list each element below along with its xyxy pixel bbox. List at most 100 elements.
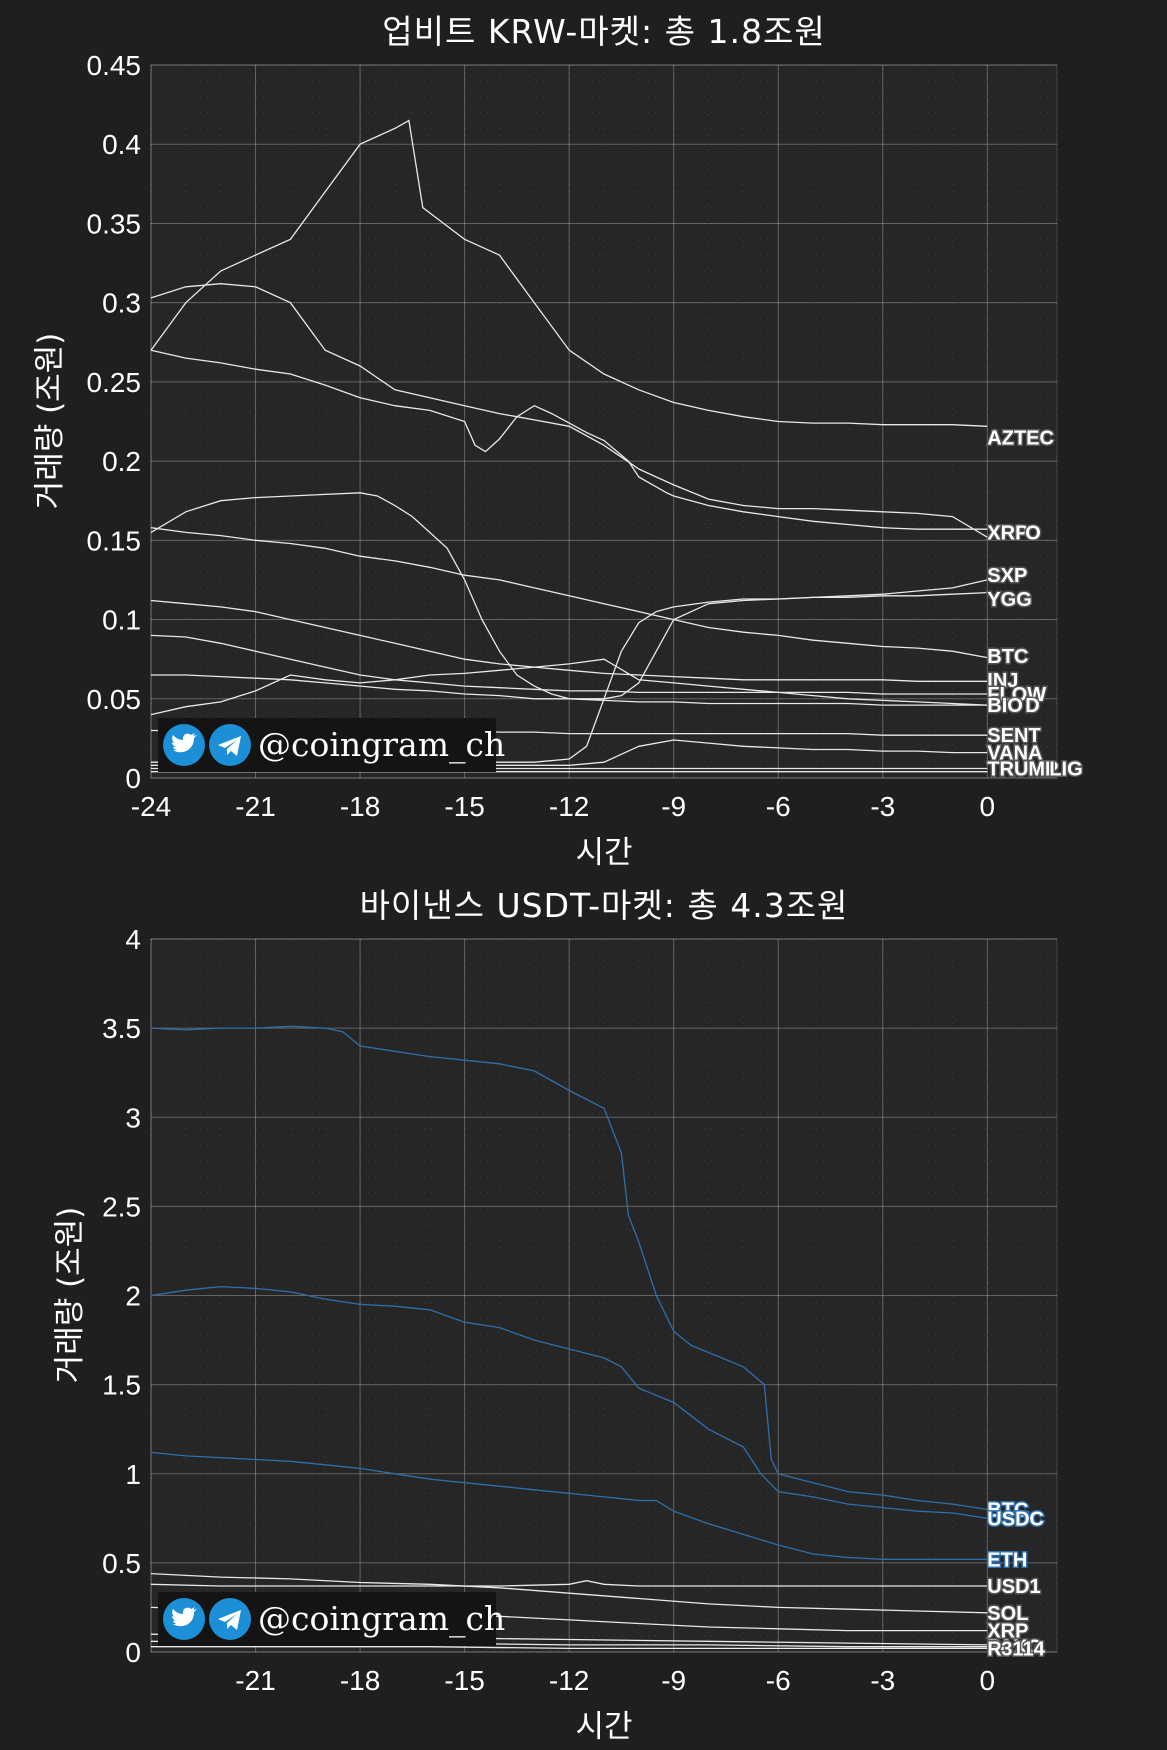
- y-tick-label: 0.1: [102, 605, 141, 636]
- series-label-btc: BTC: [987, 1499, 1028, 1521]
- telegram-icon: [209, 1598, 251, 1640]
- x-tick-label: -6: [766, 791, 791, 822]
- binance-series-lines: [150, 1025, 988, 1650]
- watermark-handle: @coingram_ch: [258, 1599, 505, 1639]
- y-tick-label: 0.5: [102, 1548, 141, 1579]
- upbit-y-tick-labels: 0 0.05 0.1 0.15 0.2 0.25 0.3 0.35 0.4 0.45: [87, 50, 142, 794]
- y-tick-label: 0.45: [87, 50, 142, 81]
- series-line-usdc: [150, 1285, 988, 1519]
- series-line-bio: [151, 674, 988, 706]
- binance-grid: [150, 938, 1058, 1653]
- series-label-inj: INJ: [987, 670, 1018, 692]
- y-tick-label: 0: [125, 1637, 141, 1668]
- y-tick-label: 4: [125, 924, 141, 955]
- y-tick-label: 0.15: [87, 525, 142, 556]
- series-label-xrp: XRP: [987, 1621, 1028, 1643]
- series-line-sol: [150, 1572, 988, 1614]
- y-tick-label: 3.5: [102, 1013, 141, 1044]
- x-tick-label: -12: [549, 1665, 589, 1696]
- x-tick-label: -12: [549, 791, 589, 822]
- x-tick-label: -15: [444, 1665, 484, 1696]
- x-tick-label: -9: [661, 1665, 686, 1696]
- binance-y-axis-label: 거래량 (조원): [52, 1207, 88, 1384]
- series-line-aztec: [150, 119, 988, 427]
- x-tick-label: -3: [870, 791, 895, 822]
- series-line-flow: [150, 634, 988, 695]
- binance-x-tick-labels: -21 -18 -15 -12 -9 -6 -3 0: [235, 1665, 995, 1696]
- upbit-x-axis-label: 시간: [575, 835, 632, 871]
- series-label-btc: BTC: [987, 646, 1028, 668]
- twitter-icon: [163, 724, 205, 766]
- series-label-ygg: YGG: [987, 589, 1031, 611]
- upbit-chart-title: 업비트 KRW-마켓: 총 1.8조원: [382, 12, 825, 51]
- upbit-x-tick-labels: -24 -21 -18 -15 -12 -9 -6 -3 0: [131, 791, 995, 822]
- x-tick-label: -15: [444, 791, 484, 822]
- series-label-trump: TRUMP: [987, 758, 1058, 780]
- y-tick-label: 2.5: [102, 1191, 141, 1222]
- series-label-usdc: USDC: [987, 1508, 1044, 1530]
- telegram-icon: [209, 724, 251, 766]
- binance-watermark: @coingram_ch: [158, 1592, 505, 1646]
- series-label-bio: BIO: [987, 695, 1023, 717]
- series-label-o: O: [1025, 522, 1041, 544]
- y-tick-label: 0: [125, 763, 141, 794]
- upbit-watermark: @coingram_ch: [158, 718, 505, 772]
- series-label-paxg: PAXG: [987, 1637, 1042, 1659]
- upbit-plot-area: [150, 64, 1058, 779]
- y-tick-label: 0.3: [102, 288, 141, 319]
- x-tick-label: 0: [980, 791, 996, 822]
- series-label-3114: 3114: [1001, 1638, 1045, 1660]
- series-label-usd1: USD1: [987, 1576, 1040, 1598]
- x-tick-label: -18: [340, 791, 380, 822]
- x-tick-label: -6: [766, 1665, 791, 1696]
- watermark-handle: @coingram_ch: [258, 725, 505, 765]
- series-label-sent: SENT: [987, 725, 1040, 747]
- series-line-d: [150, 658, 988, 716]
- series-line-3114: [151, 1646, 988, 1650]
- series-label-aztec: AZTEC: [987, 427, 1054, 449]
- series-label-lig: LIG: [1049, 758, 1082, 780]
- x-tick-label: -9: [661, 791, 686, 822]
- binance-y-tick-labels: 0 0.5 1 1.5 2 2.5 3 3.5 4: [102, 924, 141, 1668]
- y-tick-label: 0.2: [102, 446, 141, 477]
- x-tick-label: -21: [235, 1665, 275, 1696]
- series-line-usd1: [150, 1580, 988, 1587]
- x-tick-label: 0: [980, 1665, 996, 1696]
- x-tick-label: -3: [870, 1665, 895, 1696]
- upbit-y-axis-label: 거래량 (조원): [32, 333, 68, 510]
- series-line-btc: [150, 1025, 988, 1511]
- y-tick-label: 2: [125, 1281, 141, 1312]
- series-label-r: R: [987, 1638, 1002, 1660]
- binance-x-axis-label: 시간: [575, 1709, 632, 1745]
- series-line-xrp: [150, 283, 988, 538]
- series-label-sxp: SXP: [987, 565, 1027, 587]
- series-label-eth: ETH: [987, 1549, 1027, 1571]
- series-line-btc: [150, 527, 988, 659]
- upbit-grid: [150, 64, 1058, 779]
- series-label-d: D: [1025, 695, 1039, 717]
- binance-plot-area: [150, 938, 1058, 1653]
- series-label-xrp: XRP: [987, 522, 1028, 544]
- series-line-inj: [150, 599, 988, 682]
- binance-chart-title: 바이낸스 USDT-마켓: 총 4.3조원: [360, 886, 849, 925]
- series-line-eth: [150, 1451, 988, 1560]
- y-tick-label: 3: [125, 1102, 141, 1133]
- x-tick-label: -24: [131, 791, 171, 822]
- y-tick-label: 1: [125, 1459, 141, 1490]
- series-label-sol: SOL: [987, 1603, 1028, 1625]
- y-tick-label: 0.05: [87, 684, 142, 715]
- y-tick-label: 1.5: [102, 1370, 141, 1401]
- y-tick-label: 0.4: [102, 129, 141, 160]
- y-tick-label: 0.25: [87, 367, 142, 398]
- x-tick-label: -18: [340, 1665, 380, 1696]
- series-label-vana: VANA: [987, 743, 1042, 765]
- twitter-icon: [163, 1598, 205, 1640]
- series-label-flow: FLOW: [987, 684, 1046, 706]
- x-tick-label: -21: [235, 791, 275, 822]
- series-line-o: [150, 349, 988, 530]
